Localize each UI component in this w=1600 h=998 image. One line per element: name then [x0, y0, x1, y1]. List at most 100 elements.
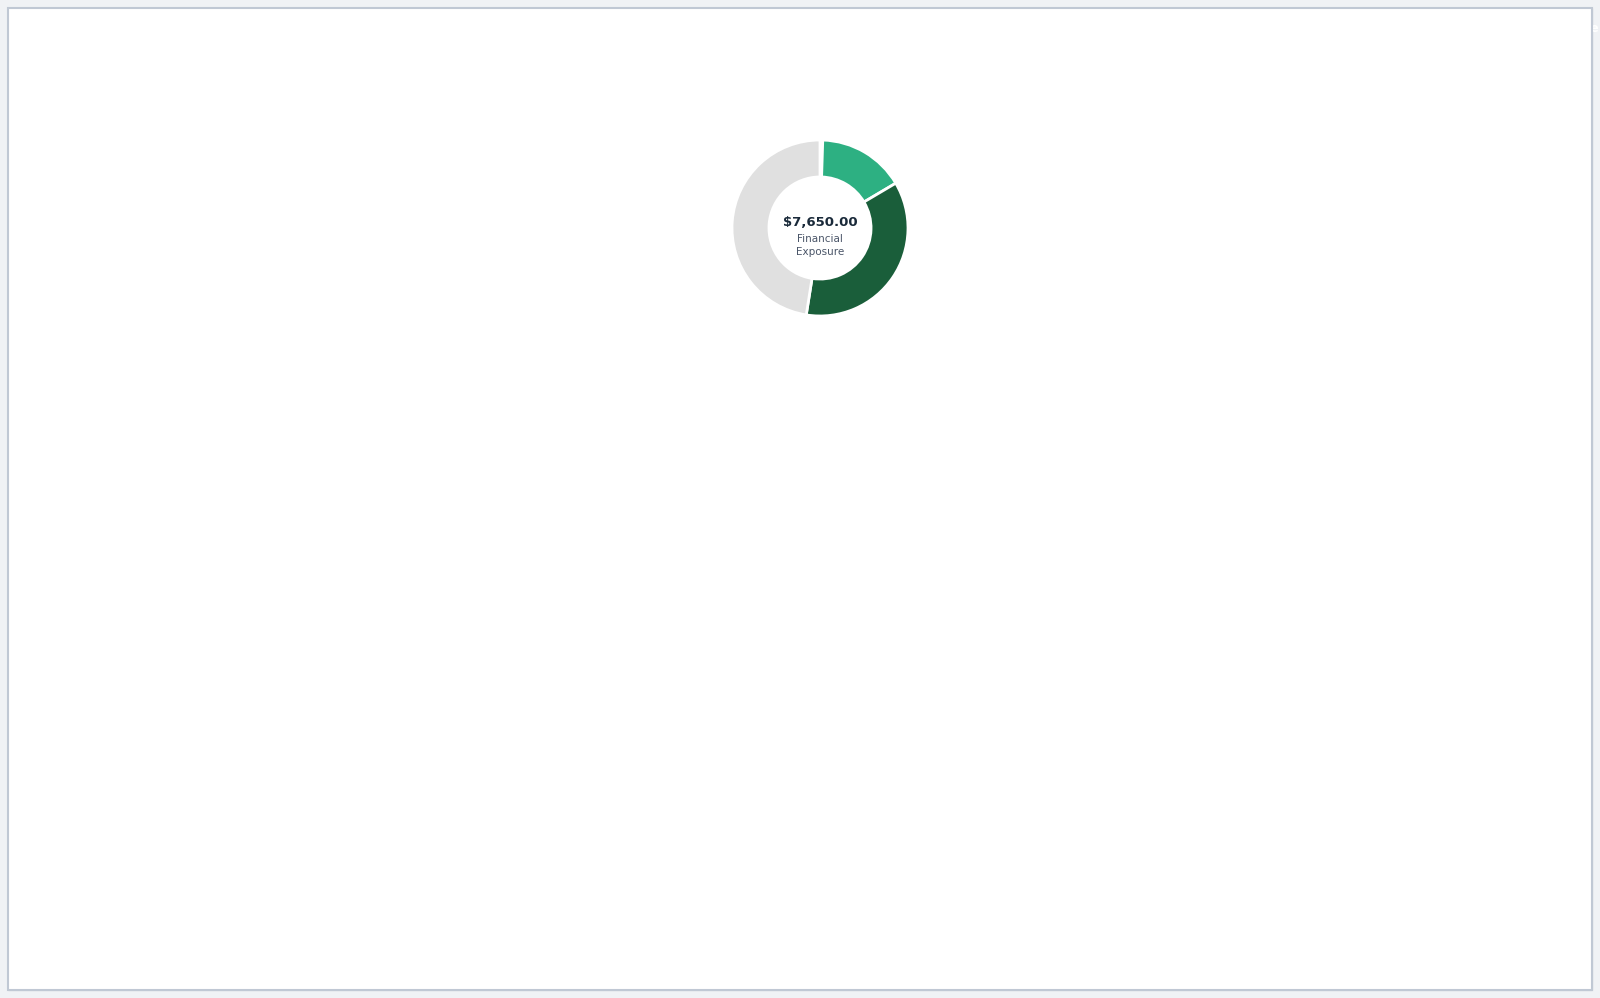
- Bar: [24, 431, 35, 442]
- Text: Transaction: Transaction: [942, 56, 1022, 70]
- Text: Remaining Reserves: Remaining Reserves: [946, 275, 1080, 288]
- Text: Adjuster Review: Adjuster Review: [296, 23, 387, 33]
- Text: Expenses: Expenses: [946, 135, 1008, 148]
- Bar: [726, 606, 1576, 619]
- Text: $300.00: $300.00: [390, 428, 438, 441]
- Text: $150.00: $150.00: [390, 277, 438, 290]
- Bar: [726, 644, 1507, 657]
- Bar: [24, 395, 35, 406]
- Text: ▾: ▾: [683, 245, 690, 257]
- Bar: [726, 492, 1066, 505]
- Bar: [573, 428, 610, 446]
- Text: Payee: Payee: [254, 506, 290, 519]
- Text: Amount: Amount: [390, 180, 437, 193]
- Text: Notes: Notes: [418, 56, 458, 70]
- Text: ▾: ▾: [683, 395, 690, 408]
- Text: $2,350.00: $2,350.00: [946, 195, 1005, 208]
- Bar: [10, 269, 706, 305]
- Bar: [10, 420, 706, 456]
- Bar: [10, 480, 706, 502]
- Text: 10/15/2020: 10/15/2020: [478, 531, 546, 544]
- Text: Hierarchy: Hierarchy: [294, 56, 362, 70]
- Text: 10/13/2020: 10/13/2020: [478, 392, 546, 405]
- Text: Janet Smith: Janet Smith: [22, 460, 104, 473]
- Text: 10/15/2020: 10/15/2020: [478, 313, 546, 326]
- Text: Investigation: Investigation: [702, 23, 774, 33]
- Text: Ernie Newton: Ernie Newton: [254, 428, 334, 441]
- Bar: [726, 454, 878, 467]
- Bar: [210, 72, 275, 74]
- Text: Hospital Confinement - Additional Days: Hospital Confinement - Additional Days: [42, 241, 275, 254]
- Circle shape: [931, 275, 941, 285]
- Text: 🔍: 🔍: [110, 136, 117, 146]
- Bar: [702, 87, 720, 106]
- Text: $0.00: $0.00: [946, 150, 978, 163]
- Text: Amount: Amount: [390, 367, 437, 380]
- Bar: [10, 197, 706, 233]
- Bar: [726, 454, 1576, 467]
- Text: $3,500.00: $3,500.00: [946, 242, 1005, 255]
- Text: Open: Open: [195, 23, 224, 33]
- Text: Open Coverage: Open Coverage: [426, 92, 512, 102]
- Text: Participants: Participants: [130, 56, 211, 70]
- Bar: [573, 241, 610, 259]
- FancyBboxPatch shape: [1390, 14, 1586, 42]
- Bar: [10, 305, 706, 341]
- Text: Ernie Newton: Ernie Newton: [254, 277, 334, 290]
- Text: Status: Status: [574, 180, 613, 193]
- Text: ▾: ▾: [707, 90, 714, 103]
- Bar: [726, 720, 1576, 733]
- Text: Injury (Janet Smith) / Open: Injury (Janet Smith) / Open: [29, 484, 216, 497]
- Circle shape: [931, 227, 941, 237]
- Bar: [10, 76, 706, 77]
- Text: ∨: ∨: [680, 158, 690, 172]
- Text: 10/13/2020: 10/13/2020: [478, 205, 546, 218]
- Bar: [726, 644, 1576, 657]
- Text: Files: Files: [368, 56, 398, 70]
- Text: $7,650.00: $7,650.00: [782, 217, 858, 230]
- Text: $1,500.00: $1,500.00: [390, 313, 450, 326]
- Text: Activity: Activity: [862, 56, 914, 70]
- Wedge shape: [822, 140, 896, 202]
- Bar: [408, 14, 539, 42]
- Text: $800.00: $800.00: [390, 531, 438, 544]
- Text: Amount: Amount: [390, 506, 437, 519]
- Text: 10/15/2020: 10/15/2020: [478, 428, 546, 441]
- Text: Loss Reserve $1,000.00  ✏: Loss Reserve $1,000.00 ✏: [310, 484, 486, 497]
- Text: ↻: ↻: [1565, 415, 1578, 430]
- Bar: [726, 720, 1235, 733]
- Text: Pay: Pay: [581, 244, 602, 256]
- Text: ↻: ↻: [1565, 94, 1578, 109]
- Bar: [512, 87, 592, 106]
- Bar: [430, 87, 509, 106]
- Text: Payee: Payee: [254, 180, 290, 193]
- Text: ICU Confinement: ICU Confinement: [42, 313, 142, 326]
- Text: Financial Summary: Financial Summary: [730, 56, 880, 70]
- Text: New Expense Item: New Expense Item: [595, 92, 699, 102]
- Text: LOSSES: LOSSES: [18, 114, 70, 127]
- Text: Financial Summary: Financial Summary: [746, 94, 910, 109]
- Circle shape: [931, 135, 941, 145]
- Bar: [10, 233, 706, 269]
- Bar: [573, 531, 610, 549]
- Text: Pay: Pay: [581, 430, 602, 443]
- Text: Pay: Pay: [581, 534, 602, 547]
- Bar: [726, 530, 1558, 543]
- Text: Burn (Benefit per Claim) - Ernie Newton (1): Burn (Benefit per Claim) - Ernie Newton …: [726, 628, 966, 638]
- Text: Concussion Anual Limit (2020) - Janet Smith (3): Concussion Anual Limit (2020) - Janet Sm…: [726, 704, 992, 714]
- Bar: [10, 154, 706, 176]
- Bar: [10, 130, 706, 154]
- Text: Details: Details: [18, 56, 66, 70]
- Bar: [8, 10, 1592, 46]
- Bar: [730, 74, 842, 77]
- Text: 10/15/2020: 10/15/2020: [478, 241, 546, 254]
- Text: Description: Description: [42, 180, 109, 193]
- Text: Contact: Contact: [453, 23, 496, 33]
- Text: ▾: ▾: [683, 535, 690, 548]
- Text: Related: Related: [474, 56, 526, 70]
- Bar: [10, 523, 706, 559]
- Text: ∨: ∨: [680, 461, 690, 475]
- Text: Loss Reserve $1,900.00  ✏: Loss Reserve $1,900.00 ✏: [339, 345, 515, 358]
- Wedge shape: [819, 140, 822, 177]
- Text: Accepted Losses: Accepted Losses: [946, 180, 1054, 193]
